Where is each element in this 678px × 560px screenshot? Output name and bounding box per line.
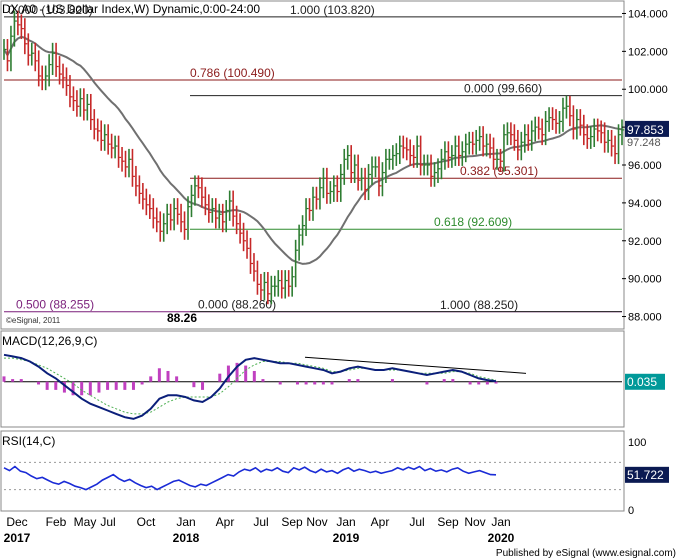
fib-label: 1.000 (88.250) <box>440 298 518 312</box>
macd-value-box <box>625 373 665 390</box>
rsi-value-box <box>625 466 669 483</box>
macd-signal-line <box>4 357 497 415</box>
time-axis-label: Feb <box>46 515 67 529</box>
chart-title: DX A0 - US Dollar Index,W) Dynamic,0:00-… <box>2 2 260 16</box>
rsi-title: RSI(14,C) <box>2 434 55 448</box>
publisher-footer: Published by eSignal (www.esignal.com) <box>496 548 676 559</box>
time-axis-year: 2020 <box>488 531 515 545</box>
fib-label: 0.500 (88.255) <box>16 298 94 312</box>
time-axis-year: 2019 <box>333 531 360 545</box>
fib-label: 1.000 (103.820) <box>290 3 375 17</box>
rsi-value: 51.722 <box>627 468 664 482</box>
moving-average-line <box>3 35 623 265</box>
time-axis-label: Jul <box>100 515 115 529</box>
fibonacci-levels: 0.000 (103.820) 1.000 (103.820) 0.786 (100… <box>4 3 622 313</box>
macd-line <box>3 353 497 420</box>
last-price-value: 97.853 <box>627 123 664 137</box>
rsi-axis-label: 0 <box>628 505 634 517</box>
fib-label: 0.382 (95.301) <box>460 164 538 178</box>
time-axis-label: Jul <box>253 515 268 529</box>
fib-label: 0.000 (99.660) <box>464 82 542 96</box>
macd-title: MACD(12,26,9,C) <box>2 334 97 348</box>
price-axis: 104.000102.000100.00098.00096.00094.0009… <box>622 8 669 324</box>
price-axis-label: 88.000 <box>628 312 662 324</box>
rsi-axis-label: 100 <box>628 437 646 449</box>
price-axis-label: 96.000 <box>628 160 662 172</box>
fib-label: 0.000 (103.820) <box>8 3 93 17</box>
time-axis-label: Jan <box>176 515 195 529</box>
time-axis-label: Apr <box>216 515 235 529</box>
price-axis-label: 100.000 <box>628 84 668 96</box>
time-axis-label: Jan <box>491 515 510 529</box>
rsi-panel-frame <box>0 430 625 512</box>
rsi-indicator: 10050051.722 <box>3 437 669 517</box>
time-axis-label: Apr <box>371 515 390 529</box>
macd-trendline <box>304 356 527 374</box>
price-axis-label: 94.000 <box>628 198 662 210</box>
low-price-annotation: 88.26 <box>167 311 197 325</box>
fib-label: 0.618 (92.609) <box>434 215 512 229</box>
time-axis-year: 2017 <box>4 531 31 545</box>
price-bars <box>3 10 625 305</box>
price-axis-label: 104.000 <box>628 8 668 20</box>
moving-average-path <box>3 35 623 265</box>
time-axis-label: Nov <box>306 515 327 529</box>
time-axis-label: Sep <box>281 515 303 529</box>
macd-value: 0.035 <box>627 375 657 389</box>
fib-label: 0.786 (100.490) <box>190 66 275 80</box>
time-axis-label: Sep <box>437 515 459 529</box>
time-axis-label: Nov <box>464 515 485 529</box>
ma-last-value: 97.248 <box>627 137 661 149</box>
price-axis-label: 92.000 <box>628 236 662 248</box>
time-axis-label: Jul <box>409 515 424 529</box>
price-axis-label: 90.000 <box>628 274 662 286</box>
fib-label: 0.000 (88.260) <box>198 298 276 312</box>
time-axis-label: Jan <box>336 515 355 529</box>
time-axis-year: 2018 <box>173 531 200 545</box>
macd-panel-frame <box>0 330 625 428</box>
rsi-line <box>3 465 497 491</box>
esignal-watermark: ©eSignal, 2011 <box>6 316 61 325</box>
time-axis-label: Oct <box>137 515 156 529</box>
price-axis-label: 102.000 <box>628 46 668 58</box>
macd-indicator: 0.035 <box>2 353 665 420</box>
last-price-box <box>625 120 669 137</box>
time-axis-label: Dec <box>6 515 27 529</box>
time-axis-label: May <box>74 515 97 529</box>
